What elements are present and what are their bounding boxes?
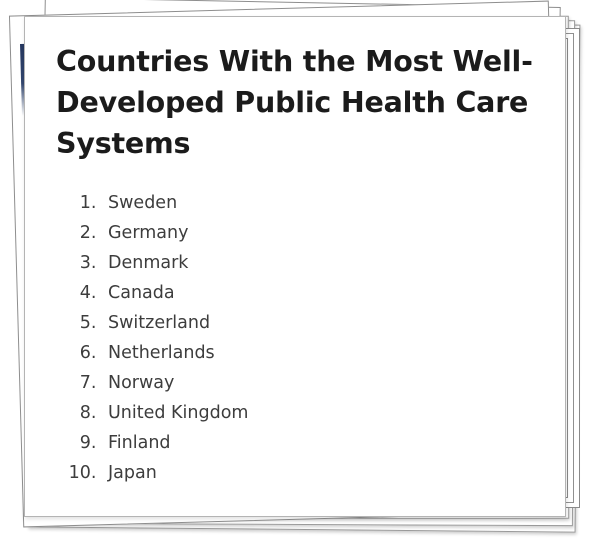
- list-item: Canada: [102, 278, 539, 308]
- list-item: Norway: [102, 368, 539, 398]
- country-ranking-list: Sweden Germany Denmark Canada Switzerlan…: [56, 188, 539, 488]
- list-item: Sweden: [102, 188, 539, 218]
- list-item: Switzerland: [102, 308, 539, 338]
- card-title: Countries With the Most Well-Developed P…: [56, 45, 533, 160]
- list-item: Japan: [102, 458, 539, 488]
- list-item: United Kingdom: [102, 398, 539, 428]
- list-item: Denmark: [102, 248, 539, 278]
- list-item: Germany: [102, 218, 539, 248]
- list-item: Netherlands: [102, 338, 539, 368]
- list-item: Finland: [102, 428, 539, 458]
- front-card: Countries With the Most Well-Developed P…: [24, 16, 566, 517]
